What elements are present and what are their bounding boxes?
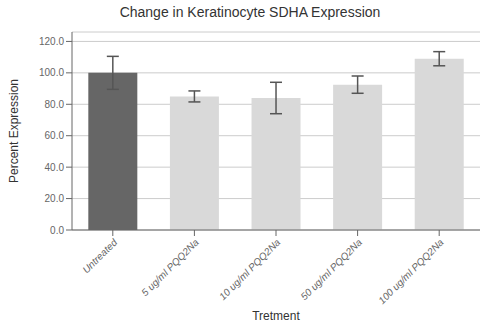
svg-text:40.0: 40.0 [45,162,65,173]
svg-text:Untreated: Untreated [80,236,119,275]
svg-text:20.0: 20.0 [45,193,65,204]
svg-text:100.0: 100.0 [39,67,64,78]
svg-text:100 ug/ml PQQ2Na: 100 ug/ml PQQ2Na [376,236,446,306]
svg-text:60.0: 60.0 [45,130,65,141]
svg-text:10 ug/ml PQQ2Na: 10 ug/ml PQQ2Na [217,236,283,302]
svg-text:0.0: 0.0 [50,225,64,236]
svg-text:Tretment: Tretment [252,309,300,323]
svg-text:80.0: 80.0 [45,99,65,110]
svg-text:Percent Expression: Percent Expression [8,79,21,183]
svg-text:120.0: 120.0 [39,36,64,47]
html-text:Change in Keratinocyte SDHA Ex: Change in Keratinocyte SDHA Expression [119,4,381,20]
svg-text:50 ug/ml PQQ2Na: 50 ug/ml PQQ2Na [298,236,364,302]
svg-text:5 ug/ml PQQ2Na: 5 ug/ml PQQ2Na [139,236,201,298]
